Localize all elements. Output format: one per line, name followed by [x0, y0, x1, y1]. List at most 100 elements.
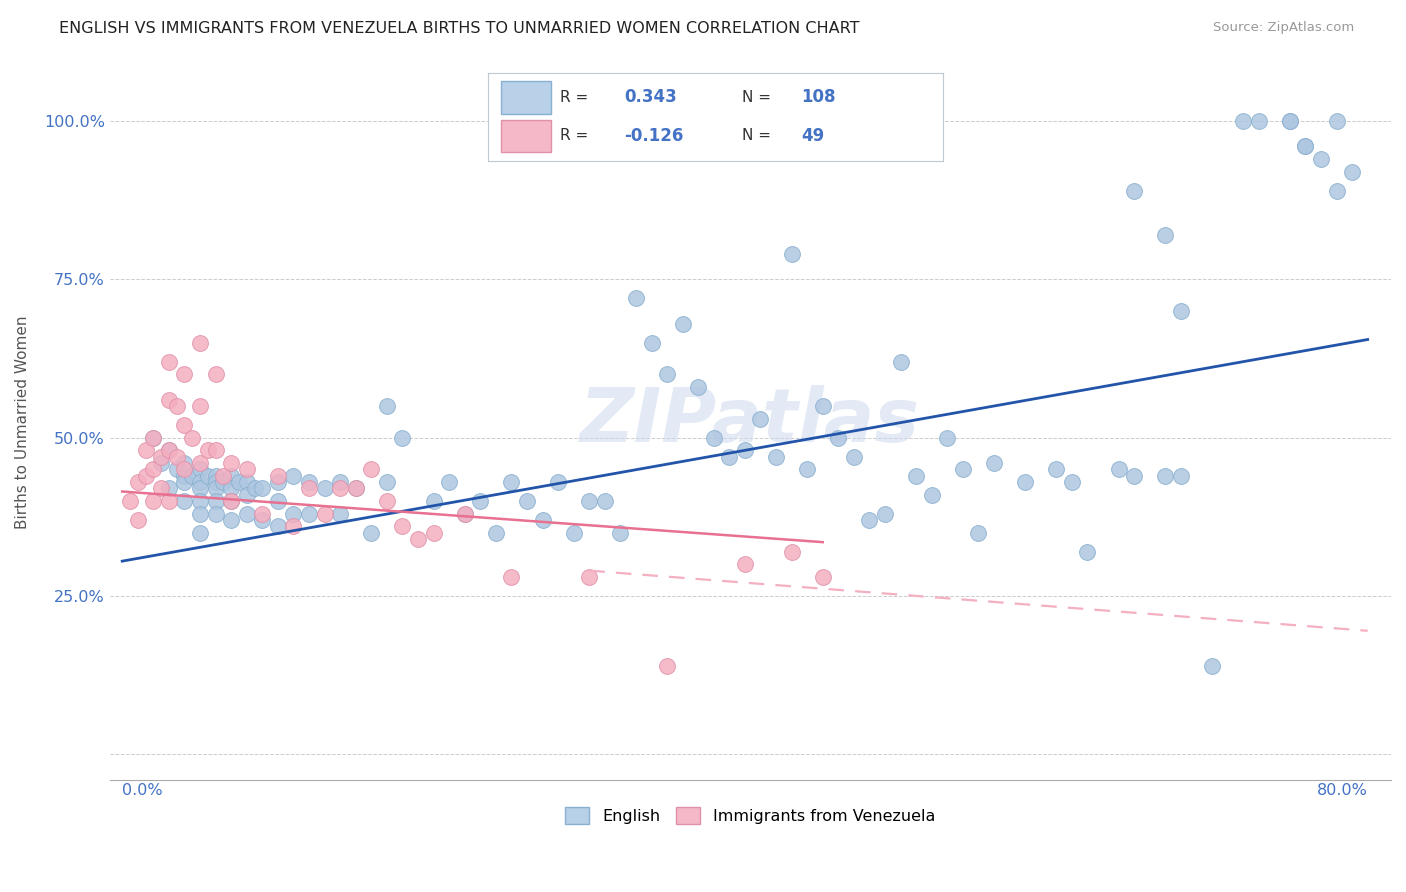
Point — [406, 532, 429, 546]
Point — [1045, 462, 1067, 476]
Point — [1341, 164, 1364, 178]
Point — [749, 411, 772, 425]
Point — [1170, 468, 1192, 483]
Point — [624, 291, 647, 305]
Point — [127, 475, 149, 489]
Point — [283, 519, 305, 533]
Point — [391, 431, 413, 445]
Point — [298, 507, 321, 521]
Point — [765, 450, 787, 464]
Point — [188, 481, 211, 495]
Point — [1326, 114, 1348, 128]
Point — [967, 525, 990, 540]
Point — [219, 494, 242, 508]
Point — [375, 494, 398, 508]
Point — [142, 494, 165, 508]
Point — [197, 443, 219, 458]
Point — [827, 431, 849, 445]
Point — [235, 462, 257, 476]
Point — [142, 431, 165, 445]
Point — [578, 570, 600, 584]
Point — [422, 494, 444, 508]
Point — [173, 417, 195, 432]
Point — [142, 462, 165, 476]
Point — [314, 481, 336, 495]
Point — [204, 368, 226, 382]
Point — [703, 431, 725, 445]
Point — [204, 507, 226, 521]
Point — [157, 494, 180, 508]
Point — [1108, 462, 1130, 476]
Point — [212, 468, 235, 483]
Point — [252, 481, 274, 495]
Point — [609, 525, 631, 540]
Point — [173, 456, 195, 470]
Point — [204, 494, 226, 508]
Point — [157, 443, 180, 458]
Point — [921, 488, 943, 502]
Point — [166, 399, 188, 413]
Point — [531, 513, 554, 527]
Point — [204, 475, 226, 489]
Point — [734, 558, 756, 572]
Point — [127, 513, 149, 527]
Text: ZIPatlas: ZIPatlas — [581, 385, 921, 458]
Point — [578, 494, 600, 508]
Point — [1170, 304, 1192, 318]
Point — [267, 519, 290, 533]
Point — [219, 494, 242, 508]
Point — [329, 475, 352, 489]
Point — [267, 475, 290, 489]
Point — [655, 368, 678, 382]
Point — [173, 494, 195, 508]
Point — [181, 468, 204, 483]
Point — [1232, 114, 1254, 128]
Point — [157, 354, 180, 368]
Point — [1014, 475, 1036, 489]
Point — [593, 494, 616, 508]
Point — [235, 475, 257, 489]
Point — [360, 525, 382, 540]
Point — [283, 468, 305, 483]
Point — [437, 475, 460, 489]
Point — [166, 462, 188, 476]
Point — [228, 475, 250, 489]
Point — [188, 507, 211, 521]
Point — [1247, 114, 1270, 128]
Point — [391, 519, 413, 533]
Point — [142, 431, 165, 445]
Point — [314, 507, 336, 521]
Point — [329, 481, 352, 495]
Point — [1294, 139, 1316, 153]
Point — [1278, 114, 1301, 128]
Point — [360, 462, 382, 476]
Point — [188, 494, 211, 508]
Point — [188, 462, 211, 476]
Point — [298, 481, 321, 495]
Point — [329, 507, 352, 521]
Point — [298, 475, 321, 489]
Point — [501, 475, 523, 489]
Point — [873, 507, 896, 521]
Point — [1278, 114, 1301, 128]
Point — [150, 456, 173, 470]
Point — [905, 468, 928, 483]
Point — [188, 456, 211, 470]
Point — [150, 450, 173, 464]
Point — [1076, 544, 1098, 558]
Point — [173, 468, 195, 483]
Point — [118, 494, 141, 508]
Point — [890, 354, 912, 368]
Point — [150, 481, 173, 495]
Point — [734, 443, 756, 458]
Point — [181, 431, 204, 445]
Point — [173, 368, 195, 382]
Point — [952, 462, 974, 476]
Point — [718, 450, 741, 464]
Point — [283, 507, 305, 521]
Point — [219, 481, 242, 495]
Point — [166, 450, 188, 464]
Point — [811, 399, 834, 413]
Legend: English, Immigrants from Venezuela: English, Immigrants from Venezuela — [560, 801, 942, 830]
Point — [252, 513, 274, 527]
